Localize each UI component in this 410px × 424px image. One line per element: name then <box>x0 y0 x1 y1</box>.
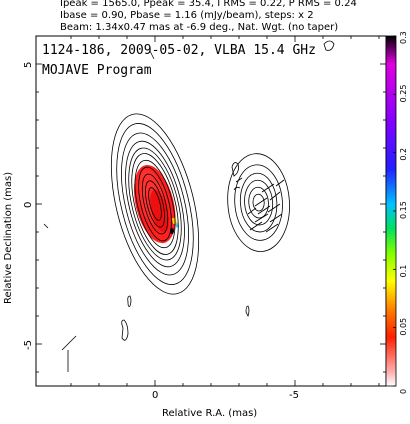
core-contour <box>121 132 189 276</box>
colorbar-tick-label: 0.05 <box>399 318 408 336</box>
total-intensity-contours <box>110 113 290 295</box>
colorbar-tick-label: 0.15 <box>399 201 408 219</box>
y-tick-label: 5 <box>23 62 34 68</box>
header-line-3: Beam: 1.34x0.47 mas at -6.9 deg., Nat. W… <box>60 22 338 33</box>
colorbar-tick-label: 0.1 <box>399 265 408 278</box>
jet-contour <box>239 172 278 233</box>
colorbar-tick-label: 0.3 <box>399 31 408 44</box>
y-tick-label: 0 <box>23 202 34 208</box>
jet-contour <box>252 193 265 212</box>
outer-contours <box>43 40 335 372</box>
jet-contour <box>248 186 269 219</box>
axis-ticks <box>36 36 386 386</box>
core-contour <box>138 166 172 242</box>
x-axis-label: Relative R.A. (mas) <box>162 408 257 419</box>
core-contour <box>148 187 162 221</box>
colorbar-tick-label: 0.25 <box>399 85 408 103</box>
core-contour <box>116 123 194 285</box>
colorbar-tick-label: 0 <box>399 389 408 394</box>
y-tick-label: -5 <box>23 340 34 350</box>
core-contour <box>145 180 165 228</box>
core-contour <box>110 113 200 295</box>
header-line-2: Ibase = 0.90, Pbase = 1.16 (mJy/beam), s… <box>60 10 314 21</box>
x-tick-label: -5 <box>289 390 299 401</box>
colorbar-tick-label: 0.2 <box>399 148 408 161</box>
colorbar-ticks: 0.3 0.25 0.2 0.15 0.1 0.05 0 <box>393 31 408 394</box>
map-title: 1124-186, 2009-05-02, VLBA 15.4 GHz <box>42 43 316 58</box>
header-line-1: Ipeak = 1565.0, Ppeak = 35.4, I RMS = 0.… <box>60 0 357 9</box>
jet-contour <box>234 164 283 241</box>
jet-contour <box>227 153 290 252</box>
x-tick-label: 0 <box>152 390 158 401</box>
core-contour <box>131 153 179 255</box>
plot-frame <box>35 35 387 387</box>
map-area <box>43 40 335 372</box>
core-contour <box>141 173 169 235</box>
core-contour <box>125 140 185 268</box>
jet-contour <box>244 179 274 226</box>
core-contour <box>134 159 176 249</box>
y-axis-label: Relative Declination (mas) <box>3 172 14 304</box>
evpa-vectors <box>235 177 285 233</box>
map-subtitle: MOJAVE Program <box>42 63 152 78</box>
core-contour <box>128 147 182 261</box>
